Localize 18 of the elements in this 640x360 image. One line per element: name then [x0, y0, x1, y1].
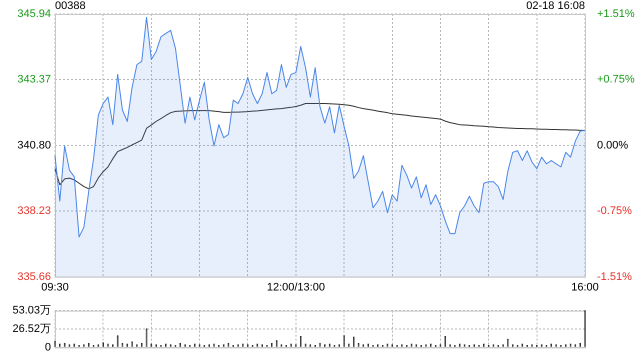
chart-title: 00388	[55, 0, 86, 13]
y-tick-label: 343.37	[17, 74, 51, 86]
y-tick-label: 53.03万	[12, 304, 51, 317]
x-tick-label: 16:00	[571, 281, 599, 294]
text: 02-18 16:08	[526, 0, 585, 12]
y-tick-label: 338.23	[17, 205, 51, 218]
y-tick-label: 345.94	[17, 8, 51, 20]
y-tick-label: 26.52万	[12, 323, 51, 336]
y2-tick-label: +0.75%	[597, 74, 635, 86]
y2-tick-label: 0.00%	[597, 139, 628, 152]
y2-tick-label: -1.51%	[597, 270, 632, 283]
x-tick-label: 09:30	[41, 281, 69, 294]
y2-tick-label: -0.75%	[597, 205, 632, 218]
y-tick-label: 340.80	[17, 139, 51, 152]
y-tick-label: 0	[44, 341, 51, 354]
y-tick-label: 335.66	[17, 270, 51, 283]
y2-tick-label: +1.51%	[597, 8, 635, 20]
x-tick-label: 12:00/13:00	[266, 281, 325, 294]
